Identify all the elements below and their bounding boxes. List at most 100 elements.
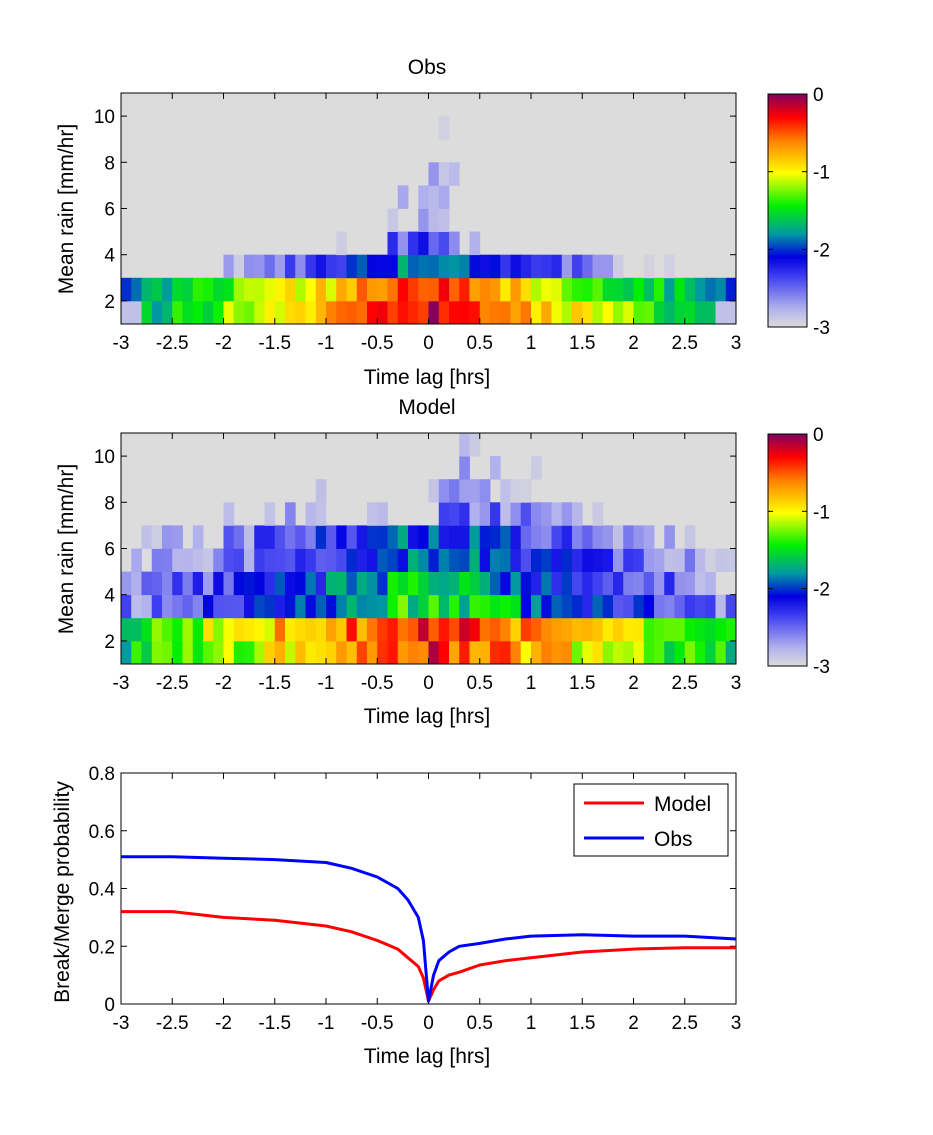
heatmap-cell — [131, 548, 142, 572]
heatmap-cell — [633, 617, 645, 642]
heatmap-cell — [131, 617, 142, 642]
heatmap-cell — [377, 571, 388, 596]
heatmap-cell — [305, 548, 317, 572]
y-tick-label: 2 — [104, 292, 115, 313]
heatmap-cell — [223, 571, 235, 596]
heatmap-cell — [274, 571, 286, 596]
heatmap-cell — [643, 254, 655, 279]
heatmap-cell — [541, 548, 552, 572]
heatmap-cell — [725, 594, 737, 619]
heatmap-cell — [377, 548, 388, 572]
heatmap-cell — [531, 300, 542, 325]
heatmap-cell — [213, 640, 224, 665]
heatmap-cell — [541, 254, 552, 279]
x-tick-label: -3 — [113, 1013, 130, 1034]
heatmap-cell — [459, 254, 470, 279]
heatmap-cell — [162, 617, 173, 642]
heatmap-cell — [459, 640, 470, 665]
heatmap-cell — [613, 300, 624, 325]
heatmap-cell — [213, 594, 224, 619]
heatmap-cell — [408, 277, 419, 302]
heatmap-cell — [479, 502, 491, 526]
x-tick-label: -2.5 — [156, 673, 189, 694]
heatmap-cell — [602, 300, 614, 325]
heatmap-cell — [684, 640, 696, 665]
x-tick-label: 1 — [526, 333, 537, 354]
colorbar-tick-label: -3 — [813, 657, 830, 678]
heatmap-cell — [141, 277, 153, 302]
heatmap-cell — [397, 254, 409, 279]
heatmap-cell — [551, 254, 563, 279]
heatmap-cell — [367, 277, 378, 302]
heatmap-cell — [264, 571, 276, 596]
heatmap-cell — [664, 617, 675, 642]
heatmap-cell — [172, 300, 183, 325]
heatmap-cell — [418, 617, 429, 642]
heatmap-cell — [469, 548, 481, 572]
heatmap-cell — [438, 640, 450, 665]
heatmap-cell — [500, 254, 511, 279]
heatmap-cell — [387, 525, 399, 549]
heatmap-cell — [131, 277, 142, 302]
heatmap-cell — [254, 525, 265, 549]
heatmap-cell — [674, 594, 686, 619]
heatmap-cell — [438, 479, 450, 503]
probability-lines — [121, 855, 737, 1003]
heatmap-cell — [162, 548, 173, 572]
heatmap-cell — [285, 502, 296, 526]
heatmap-cell — [326, 300, 337, 325]
heatmap-cell — [356, 617, 368, 642]
heatmap-cell — [295, 548, 306, 572]
x-tick-label: 0 — [423, 673, 434, 694]
heatmap-cell — [520, 640, 532, 665]
heatmap-cell — [510, 640, 522, 665]
heatmap-cell — [469, 254, 481, 279]
heatmap-cell — [377, 617, 388, 642]
heatmap-cell — [602, 254, 614, 279]
heatmap-cell — [531, 525, 542, 549]
heatmap-cell — [336, 300, 347, 325]
heatmap-cell — [551, 571, 563, 596]
heatmap-cell — [438, 594, 450, 619]
heatmap-cell — [520, 300, 532, 325]
heatmap-cell — [387, 254, 399, 279]
heatmap-cell — [428, 640, 440, 665]
heatmap-cell — [254, 640, 265, 665]
heatmap-cell — [285, 300, 296, 325]
heatmap-cell — [121, 277, 132, 302]
heatmap-cell — [531, 456, 542, 480]
heatmap-cell — [346, 548, 358, 572]
heatmap-cell — [449, 300, 460, 325]
heatmap-cell — [469, 640, 481, 665]
heatmap-cell — [633, 300, 645, 325]
heatmap-cell — [336, 231, 347, 256]
heatmap-cell — [654, 571, 665, 596]
heatmap-cell — [367, 594, 378, 619]
heatmap-cell — [264, 594, 276, 619]
heatmap-cell — [151, 640, 163, 665]
heatmap-cell — [664, 548, 675, 572]
heatmap-cell — [264, 525, 276, 549]
heatmap-cell — [500, 571, 511, 596]
heatmap-cell — [643, 548, 655, 572]
heatmap-cell — [305, 594, 317, 619]
heatmap-cell — [141, 300, 153, 325]
heatmap-cell — [490, 502, 501, 526]
heatmap-cell — [274, 640, 286, 665]
heatmap-cell — [141, 640, 153, 665]
heatmap-cell — [715, 594, 727, 619]
y-tick-label: 6 — [104, 540, 115, 561]
model-heatmap-cells — [121, 433, 737, 665]
x-tick-label: -2.5 — [156, 1013, 189, 1034]
heatmap-cell — [203, 300, 214, 325]
heatmap-cell — [387, 594, 399, 619]
heatmap-cell — [664, 640, 675, 665]
heatmap-cell — [500, 300, 511, 325]
heatmap-cell — [479, 594, 491, 619]
heatmap-cell — [326, 640, 337, 665]
colorbar-tick-label: -2 — [813, 580, 830, 601]
heatmap-cell — [397, 548, 409, 572]
heatmap-cell — [172, 571, 183, 596]
heatmap-cell — [408, 548, 419, 572]
heatmap-cell — [418, 548, 429, 572]
